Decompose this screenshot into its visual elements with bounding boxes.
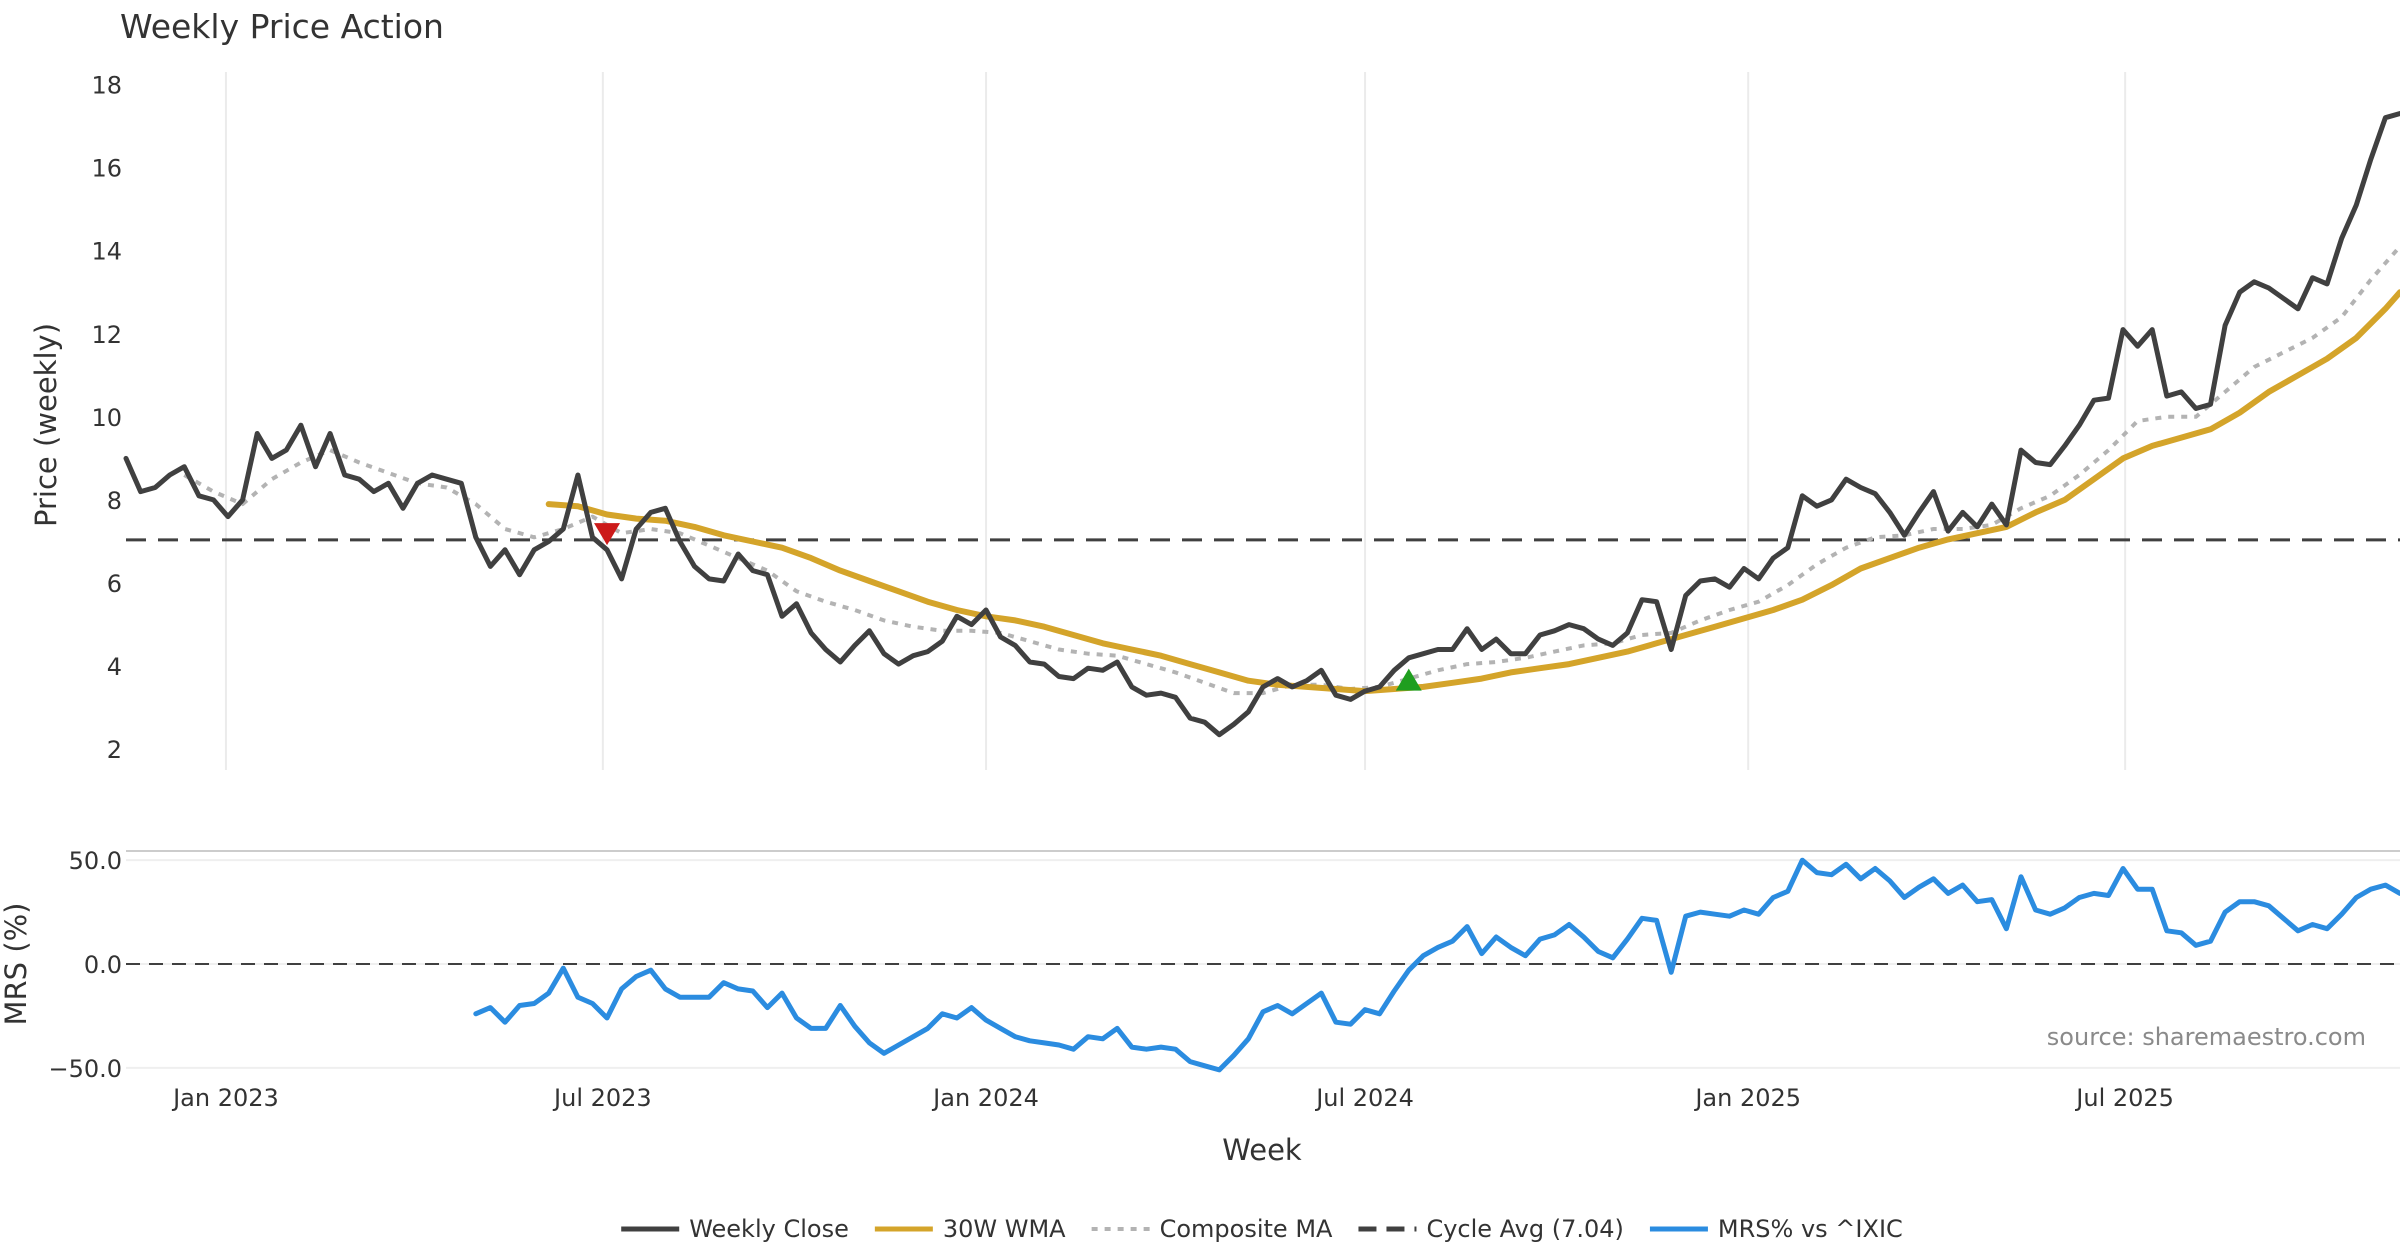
series-mrs bbox=[473, 857, 2400, 1073]
price-y-tick-6: 6 bbox=[107, 570, 122, 598]
price-y-tick-4: 4 bbox=[107, 653, 122, 681]
mrs-y-tick-0: 50.0 bbox=[69, 847, 122, 875]
x-tick-2: Jan 2024 bbox=[931, 1084, 1039, 1112]
source-note: source: sharemaestro.com bbox=[2047, 1023, 2366, 1051]
price-y-axis-label: Price (weekly) bbox=[29, 323, 63, 527]
x-tick-5: Jul 2025 bbox=[2074, 1084, 2174, 1112]
mrs-y-ticks: 50.0 0.0 −50.0 bbox=[48, 847, 122, 1083]
mrs-y-tick-1: 0.0 bbox=[84, 951, 122, 979]
legend-label-3: Cycle Avg (7.04) bbox=[1426, 1215, 1623, 1243]
price-y-tick-2: 2 bbox=[107, 736, 122, 764]
chart-title: Weekly Price Action bbox=[120, 7, 444, 46]
x-tick-1: Jul 2023 bbox=[552, 1084, 652, 1112]
x-axis-ticks: Jan 2023 Jul 2023 Jan 2024 Jul 2024 Jan 2025… bbox=[171, 1084, 2174, 1112]
legend-label-1: 30W WMA bbox=[943, 1215, 1066, 1243]
legend: Weekly Close 30W WMA Composite MA Cycle Avg… bbox=[621, 1215, 1903, 1243]
price-y-tick-8: 8 bbox=[107, 487, 122, 515]
x-tick-4: Jan 2025 bbox=[1693, 1084, 1801, 1112]
mrs-y-axis-label: MRS (%) bbox=[0, 903, 33, 1026]
price-y-ticks: 2 4 6 8 10 12 14 16 18 bbox=[91, 71, 122, 764]
price-y-tick-12: 12 bbox=[91, 321, 122, 349]
triangle-up-marker-1 bbox=[1395, 668, 1422, 691]
mrs-series bbox=[473, 857, 2400, 1073]
x-tick-0: Jan 2023 bbox=[171, 1084, 279, 1112]
series-30w-wma bbox=[545, 289, 2400, 695]
x-axis-label: Week bbox=[1222, 1133, 1302, 1167]
price-panel-gridlines bbox=[224, 72, 2127, 770]
price-y-tick-14: 14 bbox=[91, 238, 122, 266]
legend-label-4: MRS% vs ^IXIC bbox=[1718, 1215, 1903, 1243]
price-series bbox=[123, 111, 2400, 738]
mrs-y-tick-2: −50.0 bbox=[48, 1055, 122, 1083]
price-y-tick-16: 16 bbox=[91, 155, 122, 183]
price-y-tick-18: 18 bbox=[91, 71, 122, 99]
triangle-down-marker-0 bbox=[594, 523, 621, 546]
series-composite-ma bbox=[183, 245, 2400, 696]
signal-markers bbox=[594, 523, 1422, 691]
x-tick-3: Jul 2024 bbox=[1314, 1084, 1414, 1112]
legend-label-0: Weekly Close bbox=[689, 1215, 849, 1243]
legend-label-2: Composite MA bbox=[1160, 1215, 1333, 1243]
series-weekly-close bbox=[123, 111, 2400, 738]
price-y-tick-10: 10 bbox=[91, 404, 122, 432]
